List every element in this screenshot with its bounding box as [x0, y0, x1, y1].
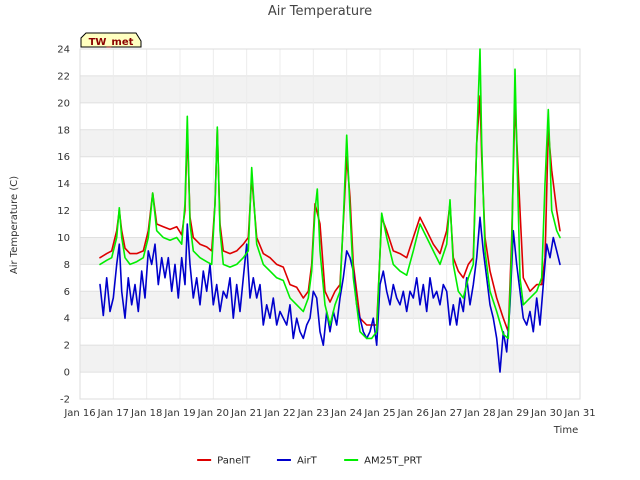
- y-tick-label: 12: [57, 206, 70, 217]
- plot-band: [80, 75, 580, 103]
- x-tick-label: Jan 25: [363, 408, 395, 419]
- plot-band: [80, 345, 580, 373]
- tw-met-badge: TW_met: [80, 32, 142, 48]
- y-tick-label: 2: [64, 341, 70, 352]
- x-tick-label: Jan 17: [97, 408, 129, 419]
- x-tick-label: Jan 21: [230, 408, 262, 419]
- x-tick-label: Jan 30: [530, 408, 562, 419]
- x-tick-label: Jan 27: [430, 408, 462, 419]
- plot-band: [80, 291, 580, 319]
- plot-frame: [79, 48, 581, 400]
- plot-band: [80, 183, 580, 211]
- y-tick-label: 18: [57, 125, 70, 136]
- x-tick-label: Jan 16: [63, 408, 95, 419]
- x-tick-label: Jan 28: [463, 408, 495, 419]
- series-layer: [99, 48, 561, 373]
- x-tick-label: Jan 23: [297, 408, 329, 419]
- x-tick-label: Jan 29: [497, 408, 529, 419]
- x-tick-label: Jan 20: [197, 408, 229, 419]
- y-tick-label: 16: [57, 152, 70, 163]
- legend-label-airt: AirT: [297, 456, 318, 467]
- badge-label: TW_met: [89, 37, 134, 48]
- plot-band: [80, 129, 580, 157]
- series-line-am25t-prt: [99, 48, 561, 340]
- y-tick-label: 14: [57, 179, 70, 190]
- chart-title: Air Temperature: [268, 4, 372, 19]
- x-tick-label: Jan 22: [263, 408, 295, 419]
- series-line-panelt: [99, 95, 561, 333]
- y-tick-label: 20: [57, 98, 70, 109]
- y-tick-label: 10: [57, 233, 70, 244]
- plot-bands: [80, 75, 580, 373]
- legend-label-am25t-prt: AM25T_PRT: [364, 456, 423, 467]
- x-axis-label: Time: [553, 425, 578, 436]
- y-tick-label: 22: [57, 71, 70, 82]
- y-tick-label: 0: [64, 368, 70, 379]
- y-tick-label: 24: [57, 45, 70, 56]
- plot-band: [80, 237, 580, 265]
- x-tick-label: Jan 19: [163, 408, 195, 419]
- x-tick-label: Jan 18: [130, 408, 162, 419]
- x-tick-label: Jan 26: [397, 408, 429, 419]
- x-axis-ticks: Jan 16 Jan 17 Jan 18 Jan 19 Jan 20 Jan 21 Jan …: [63, 408, 595, 419]
- legend: PanelT AirT AM25T_PRT: [197, 456, 423, 467]
- y-tick-label: 8: [64, 260, 70, 271]
- x-tick-label: Jan 24: [330, 408, 362, 419]
- y-tick-label: -2: [60, 395, 70, 406]
- badge-shape: [80, 32, 142, 48]
- x-tick-label: Jan 31: [563, 408, 595, 419]
- y-axis-label: Air Temperature (C): [9, 176, 20, 274]
- legend-label-panelt: PanelT: [217, 456, 251, 467]
- y-tick-label: 4: [64, 314, 70, 325]
- y-tick-label: 6: [64, 287, 70, 298]
